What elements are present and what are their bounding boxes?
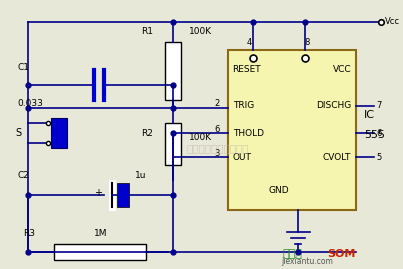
Text: 7: 7 xyxy=(376,101,382,111)
Text: R1: R1 xyxy=(141,27,154,37)
Bar xyxy=(54,244,146,260)
Text: 3: 3 xyxy=(214,149,220,158)
Bar xyxy=(165,42,181,100)
Text: jiexiantu.com: jiexiantu.com xyxy=(281,257,333,266)
Text: C2: C2 xyxy=(18,171,30,179)
Text: GND: GND xyxy=(269,186,289,195)
Text: +: + xyxy=(94,188,102,198)
Text: 接线图: 接线图 xyxy=(282,249,302,259)
Text: CVOLT: CVOLT xyxy=(323,153,351,162)
Text: R3: R3 xyxy=(23,229,35,239)
Bar xyxy=(52,118,67,148)
Text: OUT: OUT xyxy=(233,153,251,162)
Text: 100K: 100K xyxy=(189,27,212,37)
Text: RESET: RESET xyxy=(233,65,261,74)
Text: R2: R2 xyxy=(141,129,154,137)
Text: 4: 4 xyxy=(247,38,252,47)
Text: 1M: 1M xyxy=(94,229,107,239)
Text: 100K: 100K xyxy=(189,133,212,143)
Text: 555: 555 xyxy=(364,130,385,140)
Bar xyxy=(165,123,181,165)
Text: C1: C1 xyxy=(18,62,30,72)
Text: VCC: VCC xyxy=(333,65,351,74)
Text: 1u: 1u xyxy=(135,171,146,179)
Text: 0.033: 0.033 xyxy=(18,98,44,108)
Text: IC: IC xyxy=(364,110,375,120)
Bar xyxy=(228,50,356,210)
Text: Vcc: Vcc xyxy=(385,17,400,27)
Text: SOM: SOM xyxy=(327,249,355,259)
Text: S: S xyxy=(16,128,22,138)
Text: TRIG: TRIG xyxy=(233,101,254,111)
Bar xyxy=(117,183,129,207)
Text: 6: 6 xyxy=(376,129,382,138)
Text: 杭州稳睿科技有限公司: 杭州稳睿科技有限公司 xyxy=(187,143,249,153)
Text: DISCHG: DISCHG xyxy=(316,101,351,111)
Text: 5: 5 xyxy=(376,153,381,162)
Text: 2: 2 xyxy=(214,100,220,108)
Text: 8: 8 xyxy=(304,38,310,47)
Text: 6: 6 xyxy=(214,125,220,134)
Text: THOLD: THOLD xyxy=(233,129,264,138)
